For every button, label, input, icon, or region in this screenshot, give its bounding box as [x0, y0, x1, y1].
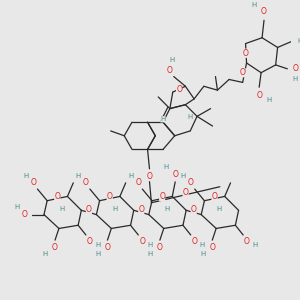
Text: O: O [244, 237, 250, 246]
Text: H: H [297, 38, 300, 44]
Text: H: H [200, 242, 205, 248]
Text: H: H [180, 173, 186, 179]
Text: O: O [86, 205, 92, 214]
Text: O: O [188, 178, 194, 187]
Text: H: H [160, 116, 166, 122]
Text: H: H [200, 251, 205, 257]
Text: O: O [292, 64, 298, 73]
Text: O: O [146, 172, 152, 181]
Text: O: O [167, 66, 173, 75]
Text: H: H [252, 2, 257, 8]
Text: O: O [136, 178, 141, 187]
Text: O: O [138, 205, 144, 214]
Text: H: H [188, 114, 193, 120]
Text: O: O [83, 178, 89, 187]
Text: O: O [52, 243, 58, 252]
Text: H: H [112, 206, 117, 212]
Text: H: H [147, 242, 153, 248]
Text: O: O [183, 188, 189, 197]
Text: H: H [252, 242, 257, 248]
Text: H: H [76, 173, 81, 179]
Text: O: O [139, 237, 145, 246]
Text: O: O [107, 192, 113, 201]
Text: O: O [54, 192, 60, 201]
Text: O: O [172, 169, 178, 178]
Text: O: O [157, 243, 163, 252]
Text: O: O [256, 91, 262, 100]
Text: H: H [169, 57, 174, 63]
Text: O: O [31, 178, 37, 187]
Text: H: H [43, 251, 48, 257]
Text: O: O [212, 192, 218, 201]
Text: H: H [164, 164, 169, 170]
Text: O: O [22, 210, 28, 219]
Text: H: H [95, 251, 100, 257]
Text: H: H [59, 206, 65, 212]
Text: H: H [292, 76, 298, 82]
Text: O: O [159, 192, 165, 201]
Text: H: H [164, 206, 169, 212]
Text: O: O [87, 237, 93, 246]
Text: O: O [243, 49, 249, 58]
Text: O: O [240, 68, 246, 77]
Text: O: O [192, 237, 198, 246]
Text: H: H [148, 251, 153, 257]
Text: H: H [95, 242, 100, 248]
Text: O: O [209, 243, 215, 252]
Text: O: O [261, 7, 267, 16]
Text: H: H [128, 173, 133, 179]
Text: H: H [266, 97, 272, 103]
Text: H: H [14, 204, 20, 210]
Text: H: H [217, 206, 222, 212]
Text: O: O [191, 205, 197, 214]
Text: H: H [23, 173, 28, 179]
Text: O: O [176, 85, 182, 94]
Text: O: O [104, 243, 110, 252]
